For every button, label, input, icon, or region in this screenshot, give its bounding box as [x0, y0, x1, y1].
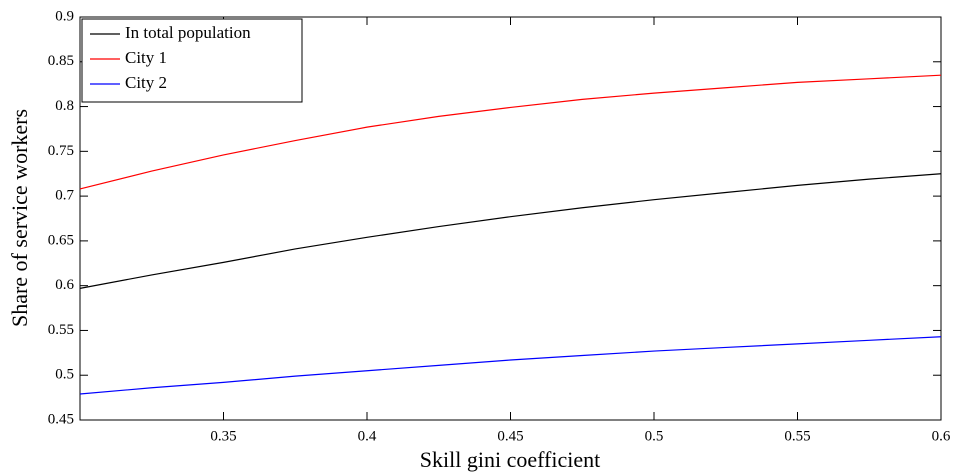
y-tick-label: 0.85: [48, 53, 74, 69]
legend-box: [81, 18, 303, 103]
series-line: [79, 173, 942, 289]
y-axis-label: Share of service workers: [7, 109, 32, 327]
y-tick-label: 0.65: [48, 232, 74, 248]
y-tick-label: 0.6: [55, 277, 74, 293]
y-tick-label: 0.75: [48, 143, 74, 159]
y-tick-label: 0.7: [55, 188, 74, 204]
y-tick-label: 0.45: [48, 411, 74, 427]
x-tick-label: 0.35: [210, 428, 236, 444]
y-tick-label: 0.8: [55, 98, 74, 114]
y-tick-label: 0.55: [48, 322, 74, 338]
y-tick-label: 0.5: [55, 367, 74, 383]
x-tick-label: 0.45: [497, 428, 523, 444]
x-tick-label: 0.5: [645, 428, 664, 444]
legend-label: City 2: [125, 73, 167, 92]
series-line: [79, 336, 942, 395]
series-line: [79, 74, 942, 190]
legend-label: City 1: [125, 48, 167, 67]
x-tick-label: 0.55: [784, 428, 810, 444]
x-axis-label: Skill gini coefficient: [420, 447, 600, 472]
y-tick-label: 0.9: [55, 8, 74, 24]
x-tick-label: 0.4: [358, 428, 377, 444]
x-tick-label: 0.6: [932, 428, 951, 444]
legend-label: In total population: [125, 23, 251, 42]
